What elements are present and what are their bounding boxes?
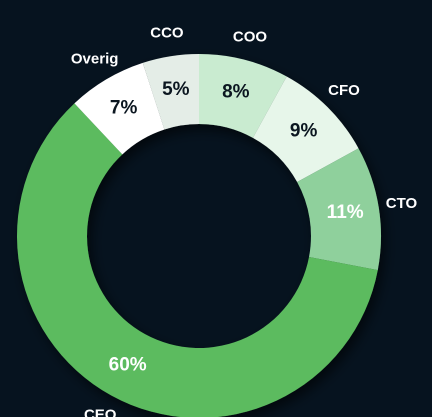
donut-segment xyxy=(142,54,199,130)
category-label: CCO xyxy=(150,24,184,41)
value-label: 7% xyxy=(110,98,138,119)
donut-segment xyxy=(297,148,381,271)
value-label: 11% xyxy=(327,202,364,223)
category-label: CTO xyxy=(386,195,418,212)
category-label: CEO xyxy=(84,407,117,417)
value-label: 8% xyxy=(222,82,250,103)
donut-segment xyxy=(17,103,378,417)
donut-segment xyxy=(252,76,359,183)
labels: 8% COO 9% CFO 11% CTO 60% CEO 7% Overig 5% CCO xyxy=(71,24,418,417)
category-label: COO xyxy=(233,28,268,45)
value-label: 9% xyxy=(290,120,318,141)
value-label: 5% xyxy=(162,79,190,100)
donut-segment xyxy=(74,62,165,155)
donut-segment xyxy=(199,54,287,138)
category-label: CFO xyxy=(328,82,360,99)
donut xyxy=(17,54,381,417)
value-label: 60% xyxy=(109,355,147,376)
category-label: Overig xyxy=(71,51,119,68)
